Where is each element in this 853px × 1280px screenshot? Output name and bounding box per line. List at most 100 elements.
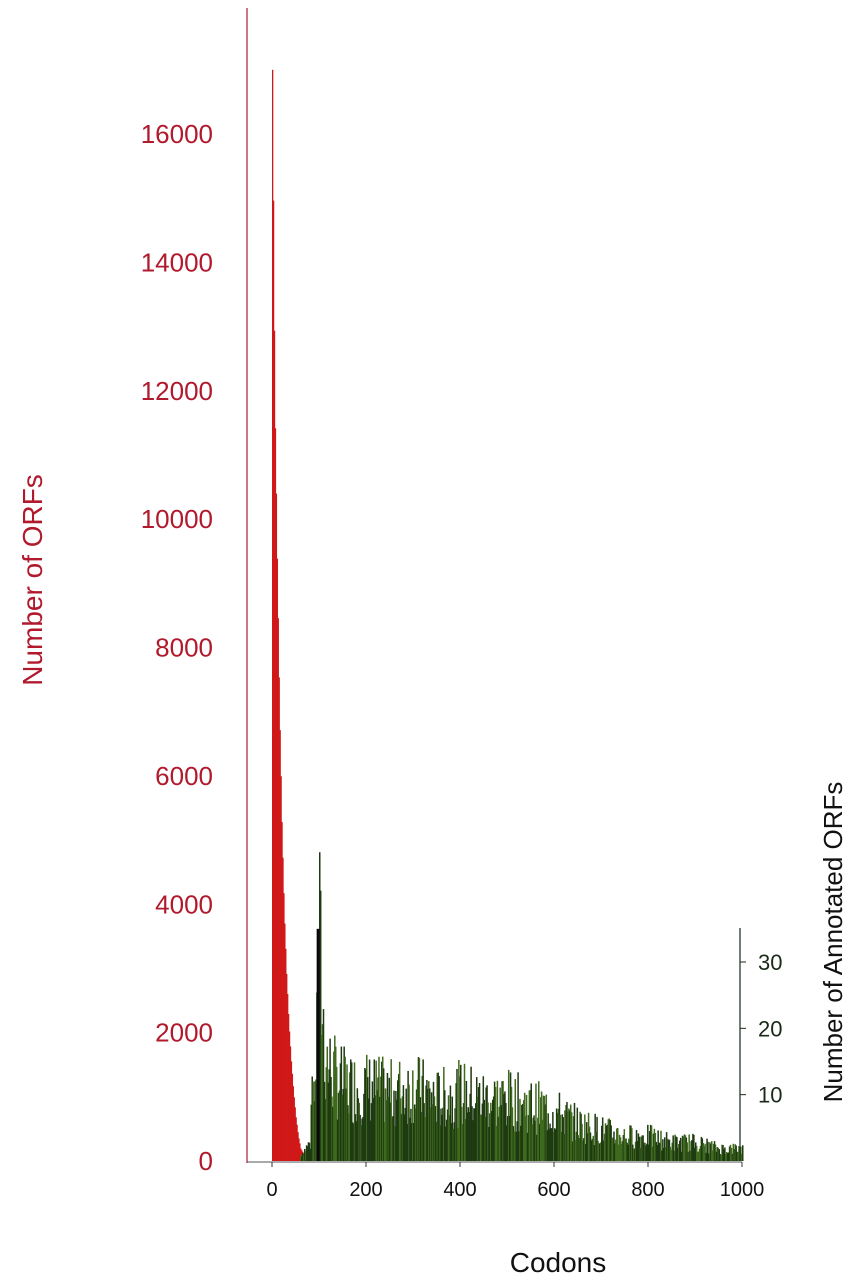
annotated-orf-bar [738,1146,740,1161]
annotated-orf-bar [428,1088,431,1161]
annotated-orf-bar [706,1138,708,1161]
annotated-orf-bar [326,1046,329,1161]
annotated-orf-bar [733,1149,736,1161]
annotated-orf-bar [434,1106,437,1161]
annotated-orf-bar [553,1131,555,1161]
annotated-orf-bar [353,1062,356,1161]
annotated-orf-bar [511,1107,514,1161]
annotated-orf-bar [726,1151,728,1161]
annotated-orf-bar [390,1059,392,1161]
annotated-orf-bar [513,1131,516,1161]
y2-tick-label: 10 [758,1083,782,1108]
annotated-orf-bar [689,1150,691,1161]
annotated-orf-bar [509,1072,512,1161]
annotated-orf-bar [726,1153,729,1161]
annotated-orf-bar [646,1143,648,1161]
annotated-orf-bar [329,1038,331,1161]
annotated-orf-bar [641,1135,643,1161]
annotated-orf-bar [304,1151,307,1161]
annotated-orf-bar [371,1081,374,1161]
orf-bar [291,1073,294,1161]
annotated-orf-bar [336,1119,339,1161]
annotated-orf-bar [526,1132,529,1161]
annotated-orf-bar [488,1126,490,1161]
annotated-orf-bar [544,1104,547,1161]
annotated-orf-bar [713,1141,716,1161]
annotated-orf-bar [440,1108,442,1161]
annotated-orf-bar [505,1102,507,1161]
annotated-orf-bar [710,1143,712,1161]
annotated-orf-bar [454,1108,456,1161]
annotated-orf-bar [420,1112,423,1161]
annotated-orf-bar [695,1142,697,1161]
annotated-orf-bar [393,1090,395,1161]
annotated-orf-bar [412,1070,414,1161]
annotated-orf-bar [407,1070,409,1161]
annotated-orf-bar [660,1130,662,1161]
annotated-orf-bar [363,1093,365,1161]
annotated-orf-bar [555,1108,558,1161]
annotated-orf-bar [529,1090,532,1161]
annotated-orf-bar [628,1138,630,1161]
annotated-orf-bar [397,1074,400,1161]
orf-bar [286,973,288,1161]
annotated-orf-bar [479,1114,482,1161]
annotated-orf-bar [449,1085,452,1161]
annotated-orf-bar [554,1129,557,1161]
orf-bar [301,1150,303,1161]
annotated-orf-bar [445,1119,448,1161]
annotated-orf-bar [360,1125,362,1161]
annotated-orf-bar [579,1111,581,1161]
annotated-orf-bar [644,1142,646,1161]
annotated-orf-bar [507,1069,510,1161]
annotated-orf-bar [435,1121,438,1161]
orf-bar [279,730,281,1161]
annotated-orf-bar [557,1108,560,1161]
annotated-orf-bar [349,1072,351,1161]
annotated-orf-bar [367,1098,370,1161]
annotated-orf-bar [616,1128,618,1161]
annotated-orf-bar [325,1067,328,1161]
annotated-orf-bar [334,1046,337,1161]
annotated-orf-bar [460,1064,462,1161]
annotated-orf-bar [578,1138,580,1161]
annotated-orf-bar [385,1100,388,1161]
annotated-orf-bar [528,1090,531,1161]
annotated-orf-bar [439,1125,441,1161]
annotated-orf-bar [617,1144,620,1161]
orf-bar [299,1143,301,1161]
annotated-orf-bar [650,1125,653,1161]
annotated-orf-bar [562,1117,564,1161]
annotated-orf-bar [666,1138,669,1161]
annotated-orf-bar [619,1137,622,1161]
annotated-orf-bar [679,1137,682,1161]
annotated-orf-bar [725,1154,727,1161]
annotated-orf-bar [486,1085,488,1161]
annotated-orf-bar [309,1148,312,1161]
annotated-orf-bar [585,1122,588,1161]
annotated-orf-bar [430,1092,433,1161]
annotated-orf-bar [350,1059,352,1161]
annotated-orf-bar [431,1104,434,1161]
orf-bar [285,948,287,1161]
annotated-orf-bar [592,1135,595,1161]
annotated-orf-bar [311,1076,313,1161]
annotated-orf-bar [608,1118,611,1161]
annotated-orf-bar [448,1115,451,1161]
annotated-orf-bar [538,1123,541,1161]
annotated-orf-bar [378,1056,380,1161]
annotated-orf-bar [474,1108,476,1161]
annotated-orf-bar [470,1066,472,1161]
annotated-orf-bar [485,1087,487,1161]
annotated-orf-bar [633,1148,636,1161]
annotated-orf-bar [638,1136,641,1161]
annotated-orf-bar [656,1145,658,1161]
annotated-orf-bar [730,1147,733,1161]
annotated-orf-bar [521,1104,523,1161]
annotated-orf-bar [514,1079,517,1161]
annotated-orf-bar [675,1136,677,1161]
annotated-orf-bar [692,1133,694,1161]
annotated-orf-bar [357,1098,360,1161]
annotated-orf-bar [451,1096,454,1161]
annotated-orf-bar [366,1077,369,1161]
